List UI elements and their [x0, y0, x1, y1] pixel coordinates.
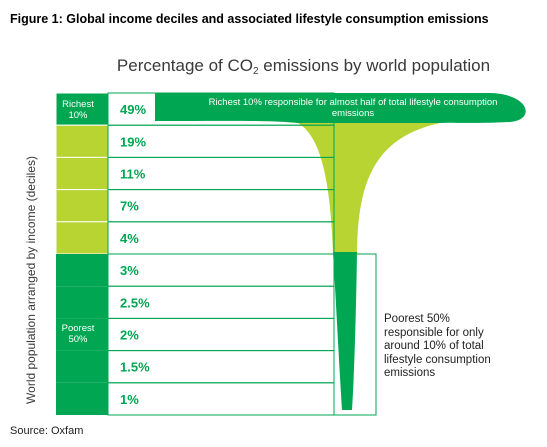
- funnel-stem-dark: [333, 252, 357, 410]
- row-color-cell: [55, 156, 109, 191]
- value-label: 1%: [120, 392, 139, 407]
- table-row: [107, 221, 335, 255]
- chart-title-main: Percentage of CO: [116, 56, 253, 75]
- richest-group-label: Richest 10%: [62, 99, 94, 121]
- value-label: 4%: [120, 231, 139, 246]
- richest-callout: Richest 10% responsible for almost half …: [208, 97, 498, 119]
- value-label: 1.5%: [120, 360, 150, 375]
- source-note: Source: Oxfam: [10, 425, 84, 437]
- row-color-cell: [55, 189, 109, 223]
- row-color-cell: [55, 124, 109, 158]
- row-color-cell: [56, 254, 108, 287]
- chart-title: Percentage of CO2 emissions by world pop…: [60, 56, 547, 77]
- poorest-bracket: [107, 253, 377, 416]
- row-color-cell: [56, 382, 108, 415]
- value-label: 2%: [120, 328, 139, 343]
- row-color-cell: [56, 286, 108, 319]
- value-label: 7%: [120, 199, 139, 214]
- value-label: 2.5%: [120, 295, 150, 310]
- chart-title-rest: emissions by world population: [258, 56, 491, 75]
- row-color-cell: [56, 350, 108, 383]
- value-label: 11%: [120, 167, 146, 182]
- table-row: [107, 253, 335, 287]
- table-row: [107, 189, 335, 223]
- table-row: [107, 382, 335, 416]
- chart-title-subscript: 2: [253, 66, 259, 77]
- table-row: [107, 317, 335, 352]
- value-label: 19%: [120, 134, 146, 149]
- funnel-upper-light: [298, 123, 440, 252]
- poorest-note: Poorest 50% responsible for only around …: [384, 313, 491, 379]
- figure-title: Figure 1: Global income deciles and asso…: [10, 12, 489, 26]
- row-color-cell: [55, 221, 109, 255]
- poorest-group-label: Poorest 50%: [61, 323, 95, 345]
- value-label: 3%: [120, 263, 139, 278]
- funnel-top-band: [155, 93, 526, 123]
- row-color-cell: [56, 318, 108, 351]
- value-label: 49%: [120, 102, 146, 117]
